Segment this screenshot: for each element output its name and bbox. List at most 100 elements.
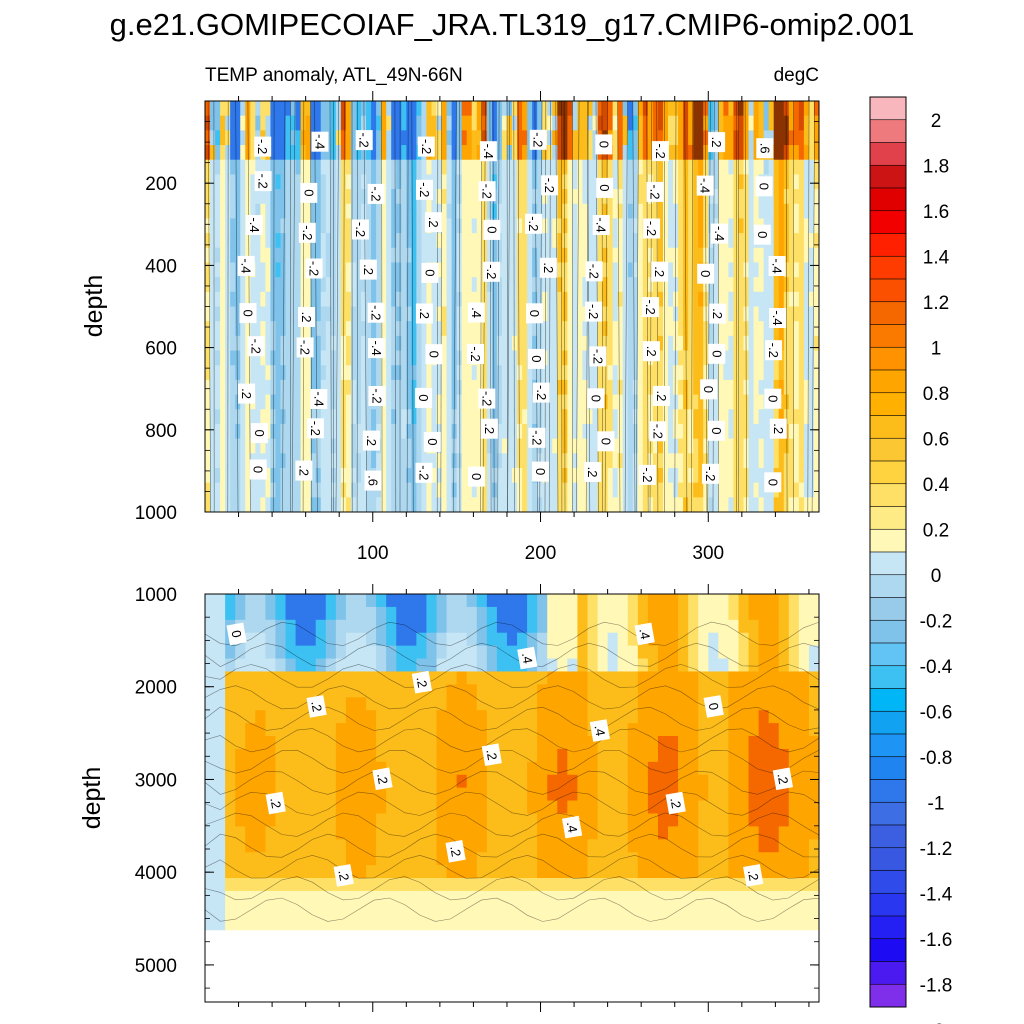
upper-field-cell [808,174,815,190]
upper-field-cell [582,438,589,454]
upper-field-cell [471,115,478,131]
upper-field-cell [542,291,548,308]
upper-field-cell [456,379,463,396]
upper-field-cell [723,262,730,278]
upper-field-cell [401,218,407,234]
lower-field-cell [426,800,438,815]
upper-field-cell [693,321,699,337]
upper-field-cell [597,291,604,308]
upper-field-cell [617,101,624,117]
upper-field-cell [688,130,694,146]
lower-field-cell [557,852,568,866]
lower-field-cell [295,761,307,776]
upper-field-cell [698,130,704,146]
contour-label-box [478,388,496,409]
lower-field-cell [627,916,639,931]
lower-field-cell [355,658,367,673]
upper-field-cell [577,130,584,146]
upper-field-cell [738,423,745,440]
upper-field-cell [617,321,624,337]
upper-field-cell [210,438,216,454]
upper-field-cell [688,453,694,469]
lower-field-cell [446,787,458,802]
lower-field-cell [325,671,337,685]
lower-field-cell [325,723,337,737]
upper-field-cell [220,467,226,484]
upper-field-cell [240,247,246,264]
upper-contour-line [492,101,495,512]
upper-field-cell [668,467,674,484]
upper-field-cell [778,321,785,337]
upper-field-cell [748,174,755,190]
lower-field-cell [627,774,639,789]
upper-field-cell [522,350,528,366]
lower-field-cell [305,671,317,685]
upper-field-cell [703,497,709,512]
lower-field-cell [245,736,256,750]
upper-field-cell [230,482,236,498]
upper-field-cell [215,159,221,175]
upper-field-cell [411,497,417,512]
upper-field-cell [803,247,810,264]
upper-field-cell [532,365,538,381]
upper-field-cell [416,277,423,293]
upper-field-cell [668,247,674,264]
upper-field-cell [491,306,498,322]
upper-field-cell [441,291,448,308]
upper-field-cell [250,145,256,161]
upper-field-cell [522,467,528,484]
upper-field-cell [491,203,498,220]
upper-field-cell [733,189,740,205]
upper-contour-label: 0 [764,472,782,493]
upper-field-cell [386,438,392,454]
upper-field-cell [451,115,458,131]
lower-field-cell [436,865,448,879]
upper-contour-line [513,101,515,512]
upper-field-cell [335,438,342,454]
lower-field-cell [366,800,377,815]
upper-field-cell [577,453,584,469]
upper-field-cell [205,335,211,352]
upper-field-cell [210,101,216,117]
upper-field-cell [803,203,810,220]
lower-field-cell [577,606,589,621]
contour-label-text: 0 [427,351,442,358]
upper-field-cell [688,306,694,322]
upper-field-cell [345,423,352,440]
upper-field-cell [255,233,261,249]
lower-field-cell [617,890,629,905]
upper-field-cell [627,467,634,484]
contour-label-text: -.2 [586,304,601,319]
upper-field-cell [743,101,750,117]
upper-field-cell [617,277,624,293]
upper-field-cell [310,277,317,293]
upper-field-cell [411,379,417,396]
upper-contour-label: -.2 [589,346,607,367]
contour-label-text: 0 [241,309,256,316]
lower-field-cell [587,916,599,931]
upper-field-cell [335,203,342,220]
upper-field-cell [632,423,639,440]
upper-field-cell [496,394,503,410]
upper-field-cell [496,335,503,352]
upper-field-cell [366,277,372,293]
upper-field-cell [381,115,387,131]
upper-field-cell [567,291,573,308]
upper-field-cell [371,130,377,146]
lower-field-cell [215,606,226,621]
lower-field-cell [446,697,458,711]
y-tick-label: 800 [145,421,177,442]
upper-field-cell [501,291,508,308]
lower-field-cell [245,774,256,789]
upper-field-cell [597,277,604,293]
lower-field-cell [305,619,317,634]
upper-field-cell [587,291,594,308]
upper-field-cell [733,145,740,161]
upper-field-cell [431,189,438,205]
upper-field-cell [673,409,679,425]
upper-field-cell [280,453,287,469]
lower-field-cell [436,736,448,750]
upper-field-cell [476,277,483,293]
lower-field-cell [315,606,327,621]
upper-field-cell [562,365,568,381]
